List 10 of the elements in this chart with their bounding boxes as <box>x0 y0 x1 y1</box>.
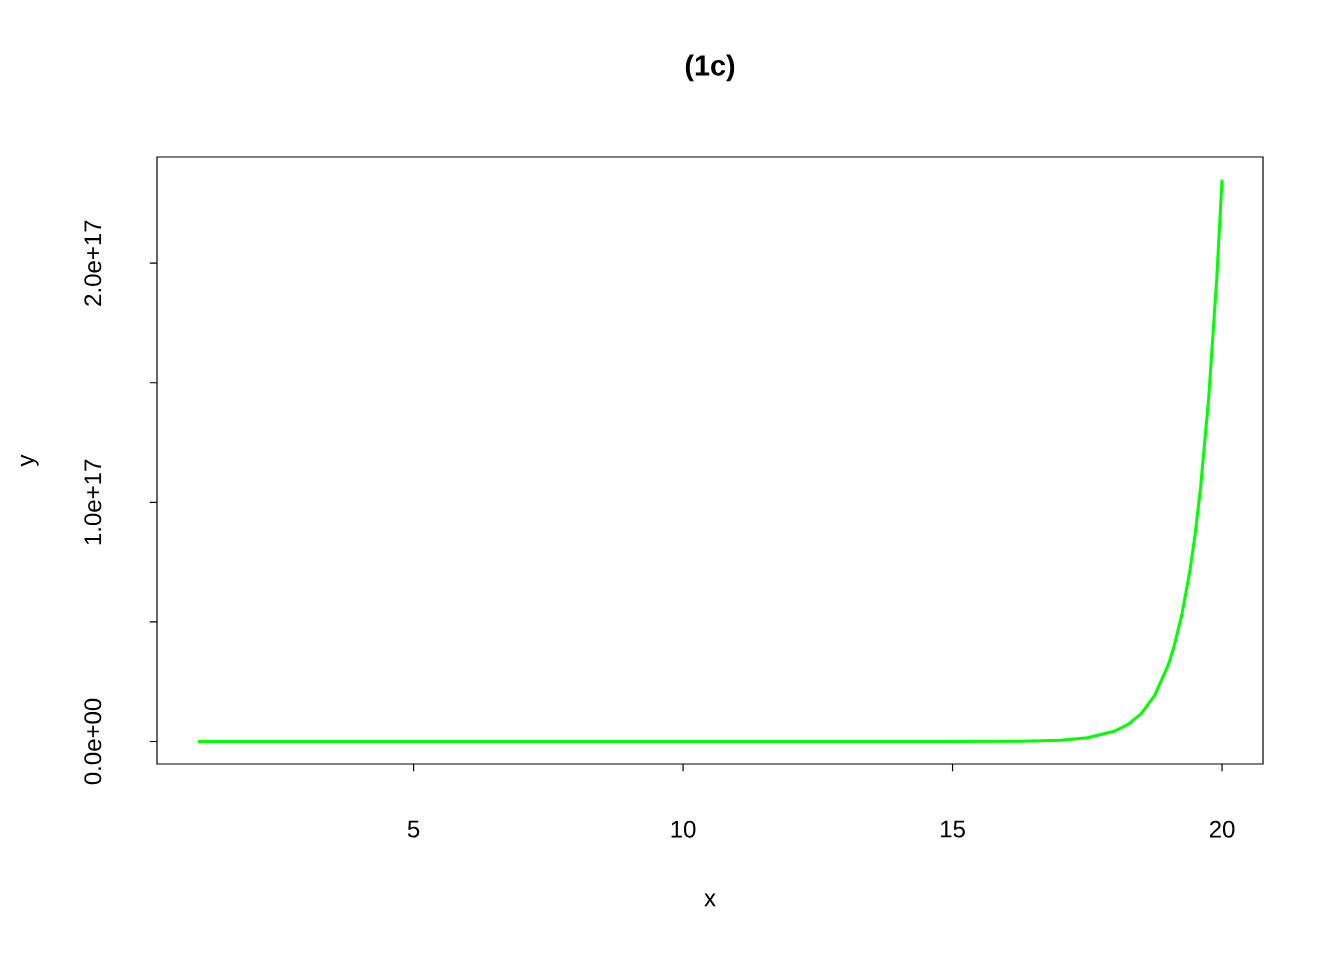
x-axis-title: x <box>704 893 716 907</box>
y-tick-label: 0.0e+00 <box>84 698 102 785</box>
y-axis-title: y <box>20 454 39 467</box>
x-tick-label: 15 <box>941 820 965 838</box>
x-tick-label: 20 <box>1209 820 1235 838</box>
x-tick-label: 10 <box>671 820 696 838</box>
y-tick-label: 1.0e+17 <box>84 459 102 545</box>
chart-title: (1c) <box>685 54 735 82</box>
y-tick-label: 2.0e+17 <box>84 220 102 306</box>
x-tick-label: 5 <box>407 820 420 838</box>
